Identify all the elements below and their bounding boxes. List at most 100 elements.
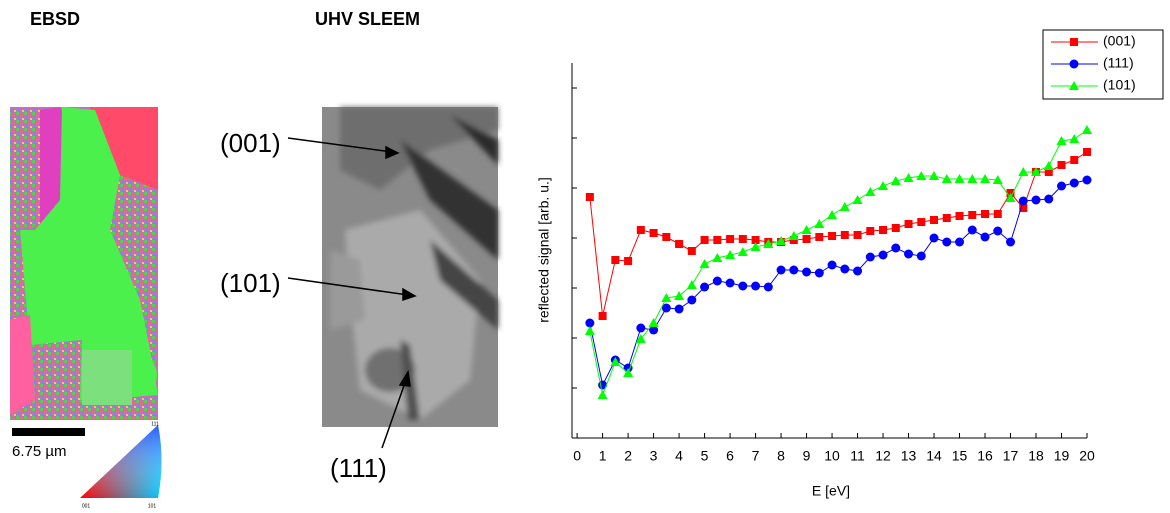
marker — [750, 242, 761, 251]
marker — [891, 243, 901, 253]
marker — [879, 226, 888, 234]
marker — [725, 278, 735, 288]
marker — [853, 231, 862, 239]
marker — [763, 282, 773, 292]
y-axis-label: reflected signal [arb. u.] — [536, 177, 552, 323]
marker — [661, 293, 672, 302]
marker — [840, 264, 850, 274]
marker — [585, 193, 594, 201]
key-label: 001 — [82, 503, 91, 509]
marker — [968, 211, 977, 219]
x-tick-label: 16 — [977, 448, 993, 464]
marker — [648, 318, 659, 327]
marker — [751, 281, 761, 291]
x-tick-label: 20 — [1079, 448, 1095, 464]
marker — [623, 368, 634, 377]
marker — [584, 326, 595, 335]
marker — [662, 233, 671, 241]
marker — [904, 220, 913, 228]
marker — [801, 225, 812, 234]
marker — [929, 171, 940, 180]
marker — [1031, 167, 1042, 176]
marker — [636, 226, 645, 234]
marker — [636, 323, 646, 333]
marker — [1005, 193, 1016, 202]
marker — [1006, 237, 1016, 247]
panel-title: UHV SLEEM — [315, 9, 420, 29]
marker — [737, 247, 748, 256]
scale-bar — [12, 428, 85, 436]
key-label: 111 — [151, 421, 159, 427]
marker — [585, 318, 595, 328]
marker — [649, 325, 659, 335]
marker — [853, 266, 863, 276]
marker — [852, 195, 863, 204]
marker — [763, 239, 774, 248]
x-tick-label: 17 — [1003, 448, 1019, 464]
x-tick-label: 4 — [675, 448, 683, 464]
marker — [1044, 168, 1053, 176]
marker — [815, 233, 824, 241]
sleem-label: (001) — [220, 128, 281, 158]
marker — [610, 357, 621, 366]
panel-title: EBSD — [30, 9, 80, 29]
legend-marker — [1070, 38, 1078, 46]
marker — [1082, 175, 1092, 185]
marker — [1056, 136, 1067, 145]
sleem-image — [322, 107, 498, 427]
marker — [903, 173, 914, 182]
marker — [1044, 194, 1054, 204]
marker — [700, 236, 709, 244]
x-tick-label: 8 — [777, 448, 785, 464]
marker — [980, 174, 991, 183]
key-label: 101 — [148, 503, 157, 509]
marker — [814, 219, 825, 228]
marker — [955, 212, 964, 220]
marker — [687, 247, 696, 255]
marker — [598, 312, 607, 320]
marker — [712, 253, 723, 262]
x-tick-label: 18 — [1028, 448, 1044, 464]
x-tick-label: 12 — [875, 448, 891, 464]
marker — [967, 174, 978, 183]
x-tick-label: 19 — [1054, 448, 1070, 464]
marker — [941, 174, 952, 183]
marker — [955, 237, 965, 247]
sleem-label: (111) — [330, 453, 387, 483]
marker — [1031, 195, 1041, 205]
marker — [839, 202, 850, 211]
legend-label: (101) — [1103, 77, 1136, 93]
legend-marker — [1069, 59, 1079, 69]
marker — [890, 176, 901, 185]
marker — [866, 227, 875, 235]
marker — [686, 280, 697, 289]
marker — [1019, 204, 1028, 212]
x-tick-label: 5 — [701, 448, 709, 464]
marker — [981, 210, 990, 218]
marker — [802, 235, 811, 243]
marker — [993, 210, 1002, 218]
x-tick-label: 9 — [803, 448, 811, 464]
marker — [954, 174, 965, 183]
marker — [814, 268, 824, 278]
marker — [865, 252, 875, 262]
marker — [776, 236, 787, 245]
legend-label: (001) — [1103, 33, 1136, 49]
marker — [1018, 196, 1028, 206]
marker — [712, 276, 722, 286]
marker — [980, 232, 990, 242]
marker — [635, 334, 646, 343]
marker — [828, 232, 837, 240]
marker — [1083, 148, 1091, 156]
marker — [1070, 156, 1079, 164]
marker — [726, 235, 735, 243]
x-tick-label: 10 — [824, 448, 840, 464]
marker — [661, 303, 671, 313]
marker — [827, 210, 838, 219]
marker — [891, 224, 900, 232]
marker — [802, 267, 812, 277]
x-tick-label: 0 — [573, 448, 581, 464]
marker — [840, 231, 849, 239]
x-tick-label: 14 — [926, 448, 942, 464]
